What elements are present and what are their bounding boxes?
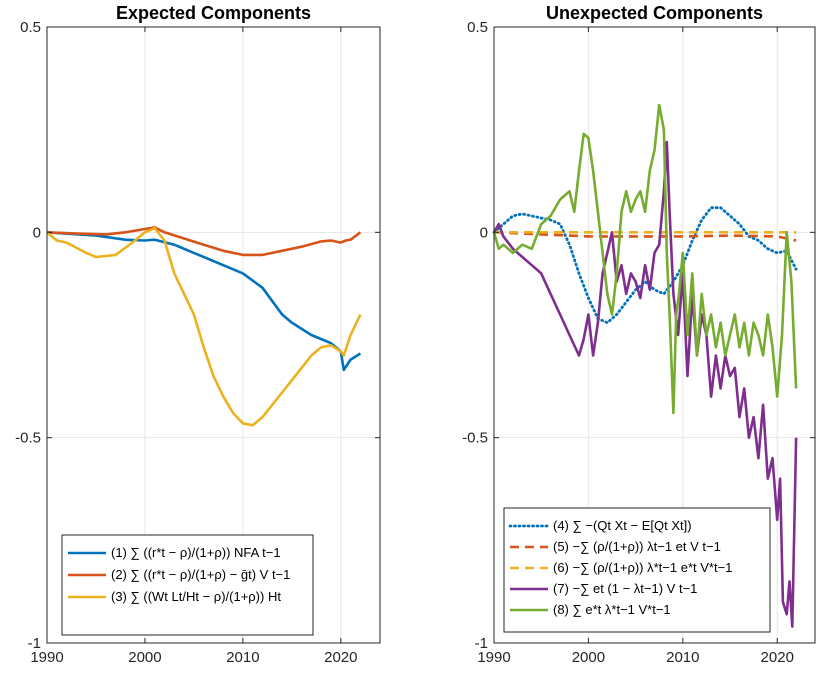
x-tick-label: 2010 [226, 649, 259, 666]
y-tick-label: -0.5 [15, 430, 41, 447]
x-tick-label: 2000 [572, 649, 605, 666]
y-tick-label: -1 [28, 635, 41, 652]
y-tick-label: 0 [480, 224, 488, 241]
y-tick-label: -0.5 [462, 430, 488, 447]
y-tick-label: 0.5 [467, 19, 488, 36]
legend-label: (3) ∑ ((Wt Lt/Ht − ρ)/(1+ρ)) Ht [111, 589, 281, 604]
series-line-2 [46, 226, 362, 257]
legend: (1) ∑ ((r*t − ρ)/(1+ρ)) NFA t−1 (2) ∑ ((r… [61, 534, 314, 636]
chart-title: Unexpected Components [546, 3, 763, 23]
axes-box [493, 26, 816, 644]
y-tick-label: 0.5 [20, 19, 41, 36]
chart-title: Expected Components [116, 3, 311, 23]
legend-label: (7) −∑ et (1 − λt−1) V t−1 [553, 581, 697, 596]
y-tick-label: -1 [475, 635, 488, 652]
x-tick-label: 1990 [477, 649, 510, 666]
legend-label: (4) ∑ −(Qt Xt − E[Qt Xt]) [553, 518, 692, 533]
axes-box [46, 26, 381, 644]
chart-panel-2: 1990 2000 2010 2020 0.5 0 -0.5 -1 Unexpected Com… [462, 3, 816, 666]
legend-label: (2) ∑ ((r*t − ρ)/(1+ρ) − ḡt) V t−1 [111, 567, 290, 582]
series-line-1 [46, 231, 362, 372]
legend-box [503, 507, 771, 633]
legend: (4) ∑ −(Qt Xt − E[Qt Xt]) (5) −∑ (ρ/(1+ρ)… [503, 507, 771, 633]
x-tick-label: 2000 [128, 649, 161, 666]
legend-label: (5) −∑ (ρ/(1+ρ)) λt−1 et V t−1 [553, 539, 721, 554]
series-line-4 [492, 140, 798, 628]
legend-label: (1) ∑ ((r*t − ρ)/(1+ρ)) NFA t−1 [111, 545, 281, 560]
x-tick-label: 1990 [30, 649, 63, 666]
legend-label: (8) ∑ e*t λ*t−1 V*t−1 [553, 602, 671, 617]
x-tick-label: 2010 [666, 649, 699, 666]
x-tick-label: 2020 [324, 649, 357, 666]
series-line-3 [46, 226, 362, 427]
legend-label: (6) −∑ (ρ/(1+ρ)) λ*t−1 e*t V*t−1 [553, 560, 732, 575]
legend-box [61, 534, 314, 636]
series-line-5 [492, 103, 798, 415]
x-tick-label: 2020 [761, 649, 794, 666]
y-tick-label: 0 [33, 224, 41, 241]
chart-panel-1: 1990 2000 2010 2020 0.5 0 -0.5 -1 Expected Compo… [15, 3, 381, 666]
